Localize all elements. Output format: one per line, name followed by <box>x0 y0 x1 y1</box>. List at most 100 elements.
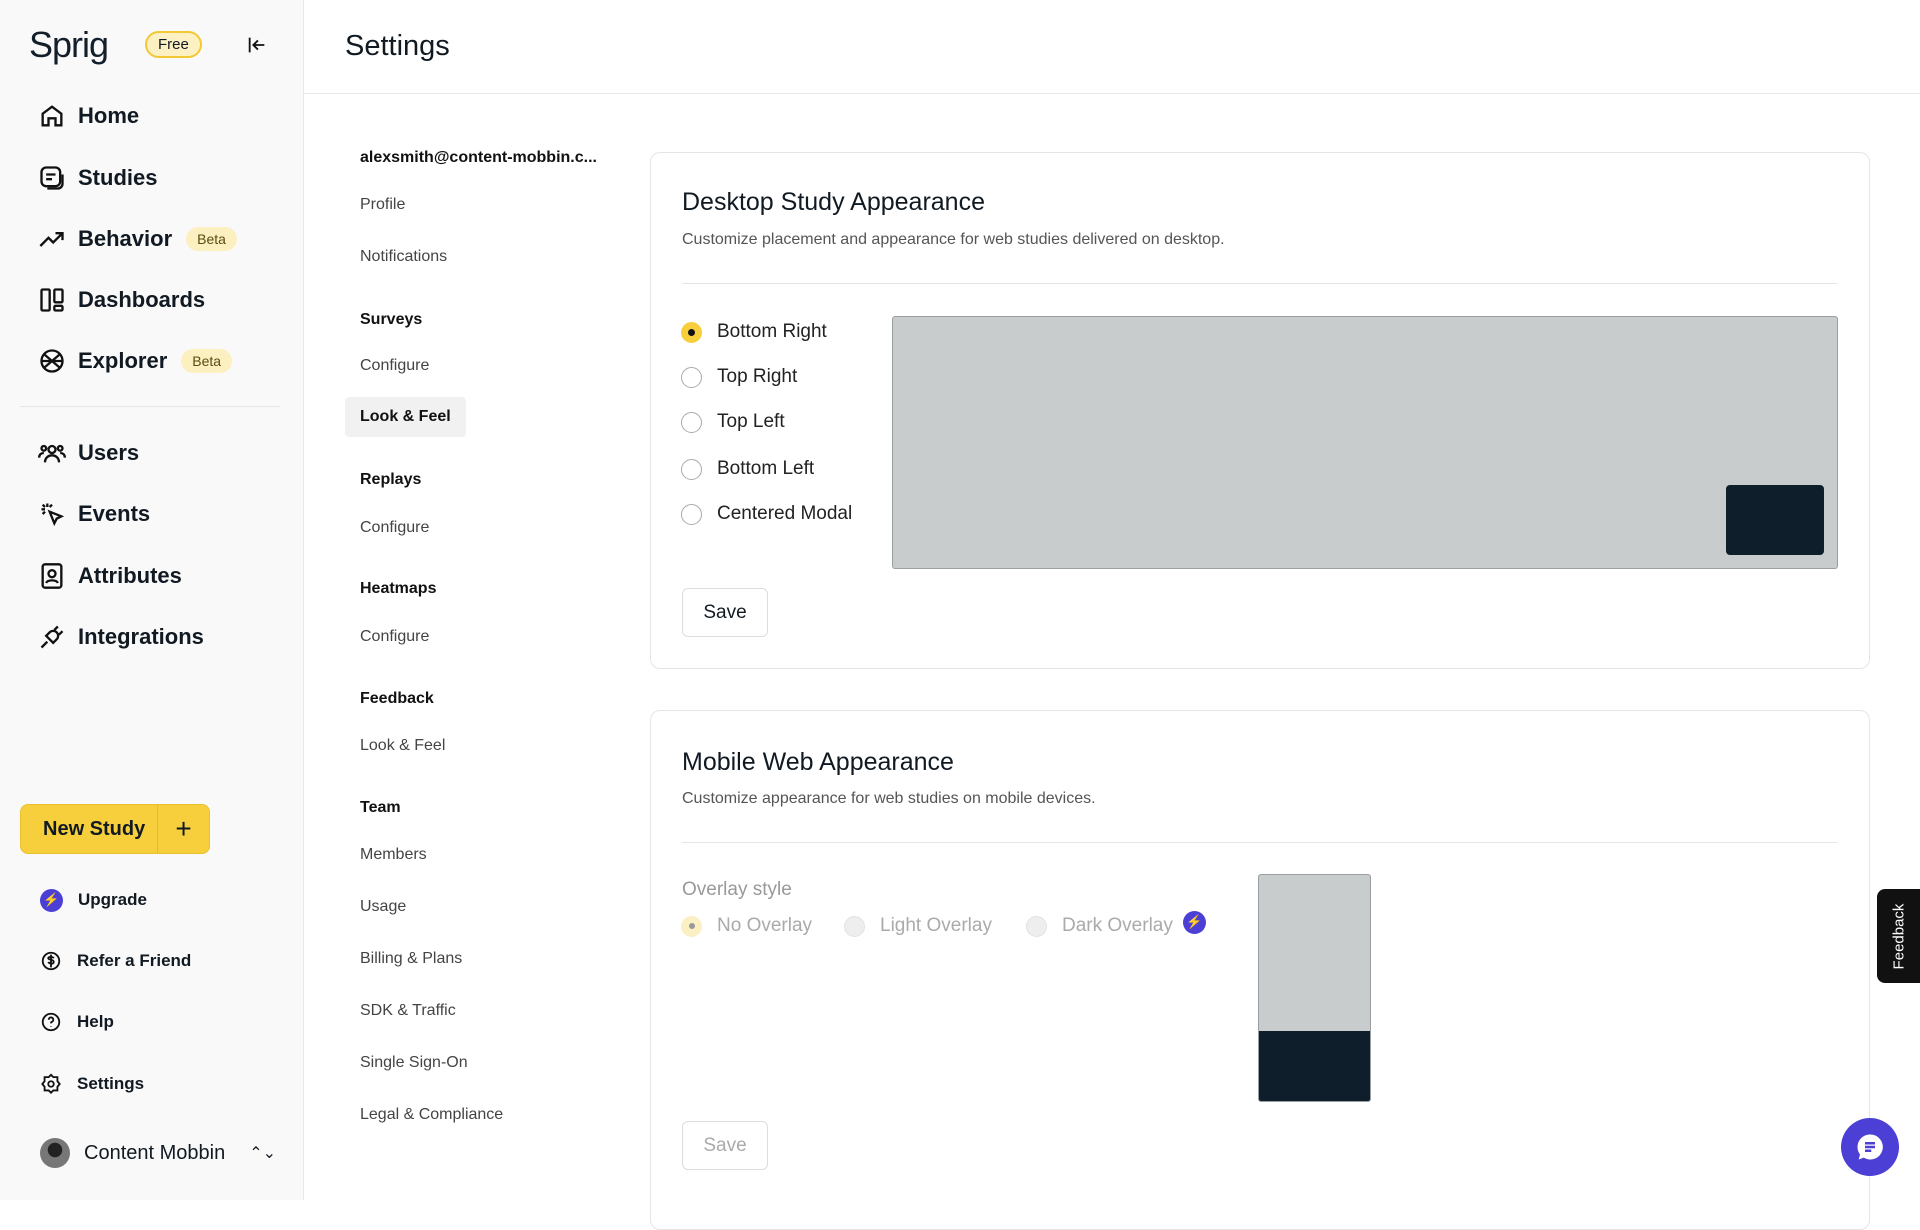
nav-refer[interactable]: Refer a Friend <box>40 946 191 976</box>
radio-dark-overlay[interactable]: Dark Overlay ⚡ <box>1026 910 1206 941</box>
nav-upgrade[interactable]: ⚡ Upgrade <box>40 885 147 915</box>
nav-label: Attributes <box>78 563 182 588</box>
card-divider <box>682 283 1837 284</box>
radio-bottom-left[interactable]: Bottom Left <box>681 454 814 484</box>
nav-label: Studies <box>78 165 158 190</box>
nav-explorer[interactable]: Explorer Beta <box>38 343 233 379</box>
user-menu[interactable]: Content Mobbin ⌃⌄ <box>40 1138 276 1168</box>
avatar <box>40 1138 70 1168</box>
nav-help[interactable]: Help <box>40 1007 114 1037</box>
help-icon <box>41 1012 61 1032</box>
mobile-preview <box>1258 874 1371 1102</box>
plug-icon <box>40 625 64 649</box>
nav-label: Integrations <box>78 624 204 649</box>
nav-label: Dashboards <box>78 287 206 312</box>
settings-nav-surveys-configure[interactable]: Configure <box>360 357 430 374</box>
dashboard-icon <box>40 288 64 312</box>
nav-label: Help <box>77 1012 114 1031</box>
settings-nav-sdk[interactable]: SDK & Traffic <box>360 1002 456 1019</box>
settings-nav-billing[interactable]: Billing & Plans <box>360 950 463 967</box>
nav-behavior[interactable]: Behavior Beta <box>38 221 237 257</box>
radio-circle[interactable] <box>681 411 702 433</box>
nav-events[interactable]: Events <box>38 496 150 532</box>
card-title: Mobile Web Appearance <box>682 748 954 776</box>
explorer-icon <box>40 349 64 373</box>
radio-circle[interactable] <box>681 366 702 388</box>
gear-icon <box>41 1073 61 1095</box>
plan-badge: Free <box>145 31 202 58</box>
nav-users[interactable]: Users <box>38 435 139 471</box>
desktop-appearance-card: Desktop Study Appearance Customize place… <box>650 152 1870 669</box>
nav-integrations[interactable]: Integrations <box>38 619 204 655</box>
nav-settings[interactable]: Settings <box>40 1069 144 1099</box>
radio-top-left[interactable]: Top Left <box>681 407 785 437</box>
sidebar-divider <box>20 406 280 407</box>
plus-icon[interactable]: + <box>157 805 209 853</box>
radio-light-overlay[interactable]: Light Overlay <box>844 911 992 941</box>
radio-no-overlay[interactable]: No Overlay <box>681 911 812 941</box>
settings-nav-members[interactable]: Members <box>360 846 427 863</box>
radio-label: Centered Modal <box>717 503 853 524</box>
home-icon <box>41 105 63 127</box>
save-button[interactable]: Save <box>682 1121 768 1170</box>
card-subtitle: Customize appearance for web studies on … <box>682 790 1096 807</box>
attributes-icon <box>41 563 63 589</box>
radio-label: No Overlay <box>717 915 813 936</box>
radio-circle[interactable] <box>681 915 702 937</box>
beta-badge: Beta <box>181 349 233 373</box>
sprig-logo[interactable]: Sprig <box>29 24 109 65</box>
nav-label: Events <box>78 501 151 526</box>
nav-label: Users <box>78 440 140 465</box>
section-feedback: Feedback <box>360 690 434 707</box>
new-study-button[interactable]: New Study + <box>20 804 210 854</box>
nav-attributes[interactable]: Attributes <box>38 558 182 594</box>
settings-nav-usage[interactable]: Usage <box>360 898 407 915</box>
desktop-preview <box>892 316 1838 569</box>
radio-label: Dark Overlay <box>1062 915 1173 936</box>
feedback-label: Feedback <box>1890 903 1907 969</box>
nav-dashboards[interactable]: Dashboards <box>38 282 205 318</box>
settings-nav-feedback-look-feel[interactable]: Look & Feel <box>360 737 446 754</box>
settings-nav-surveys-look-feel[interactable]: Look & Feel <box>345 397 466 437</box>
settings-nav-notifications[interactable]: Notifications <box>360 248 448 265</box>
new-study-label: New Study <box>43 817 146 840</box>
dollar-icon <box>41 951 61 971</box>
nav-label: Settings <box>77 1074 145 1093</box>
section-heatmaps: Heatmaps <box>360 580 437 597</box>
radio-label: Light Overlay <box>880 915 992 936</box>
settings-nav-heatmaps-configure[interactable]: Configure <box>360 628 430 645</box>
nav-home[interactable]: Home <box>38 98 139 134</box>
settings-nav-replays-configure[interactable]: Configure <box>360 519 430 536</box>
radio-circle[interactable] <box>681 321 702 343</box>
nav-studies[interactable]: Studies <box>38 160 157 196</box>
chevron-updown-icon: ⌃⌄ <box>249 1145 277 1162</box>
radio-top-right[interactable]: Top Right <box>681 362 797 392</box>
beta-badge: Beta <box>186 227 237 251</box>
radio-circle[interactable] <box>681 458 702 480</box>
settings-nav-profile[interactable]: Profile <box>360 196 406 213</box>
upgrade-bolt-icon[interactable]: ⚡ <box>1182 910 1206 934</box>
events-icon <box>41 503 65 527</box>
overlay-style-label: Overlay style <box>682 879 792 900</box>
mobile-appearance-card: Mobile Web Appearance Customize appearan… <box>650 710 1870 1230</box>
radio-bottom-right[interactable]: Bottom Right <box>681 317 827 347</box>
settings-nav-legal[interactable]: Legal & Compliance <box>360 1106 504 1123</box>
radio-centered-modal[interactable]: Centered Modal <box>681 499 852 529</box>
trend-icon <box>39 232 64 247</box>
radio-label: Bottom Left <box>717 458 815 479</box>
radio-circle[interactable] <box>1026 915 1047 937</box>
card-title: Desktop Study Appearance <box>682 188 985 216</box>
collapse-sidebar-icon[interactable] <box>246 34 268 56</box>
nav-label: Behavior <box>78 226 173 251</box>
save-button[interactable]: Save <box>682 588 768 637</box>
radio-circle[interactable] <box>681 503 702 525</box>
settings-nav-sso[interactable]: Single Sign-On <box>360 1054 468 1071</box>
radio-label: Bottom Right <box>717 321 827 342</box>
chat-button[interactable] <box>1841 1118 1899 1176</box>
radio-circle[interactable] <box>844 915 865 937</box>
section-surveys: Surveys <box>360 311 423 328</box>
radio-label: Top Left <box>717 411 785 432</box>
chat-icon <box>1857 1134 1883 1160</box>
feedback-tab[interactable]: Feedback <box>1877 889 1920 983</box>
account-email: alexsmith@content-mobbin.c... <box>360 149 597 166</box>
